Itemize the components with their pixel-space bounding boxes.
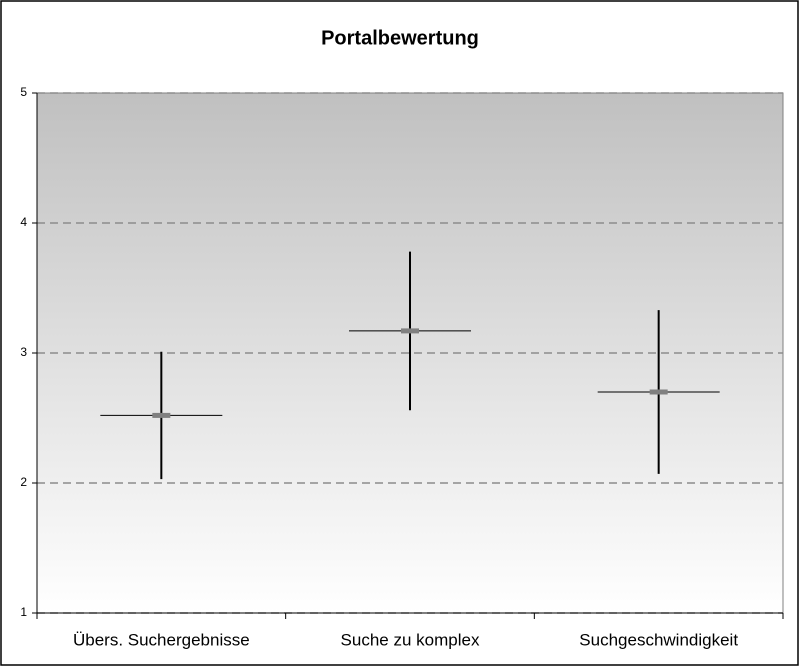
y-tick-label: 5	[20, 85, 27, 99]
chart-title: Portalbewertung	[321, 27, 479, 49]
mean-marker	[649, 389, 668, 395]
x-tick-label: Übers. Suchergebnisse	[73, 630, 250, 649]
x-tick-label: Suche zu komplex	[341, 630, 480, 649]
x-tick-label: Suchgeschwindigkeit	[579, 630, 738, 649]
mean-marker	[401, 328, 419, 334]
y-tick-label: 4	[20, 215, 27, 229]
y-tick-label: 2	[20, 475, 27, 489]
y-tick-label: 3	[20, 345, 27, 359]
y-tick-label: 1	[20, 605, 27, 619]
mean-marker	[152, 412, 171, 418]
